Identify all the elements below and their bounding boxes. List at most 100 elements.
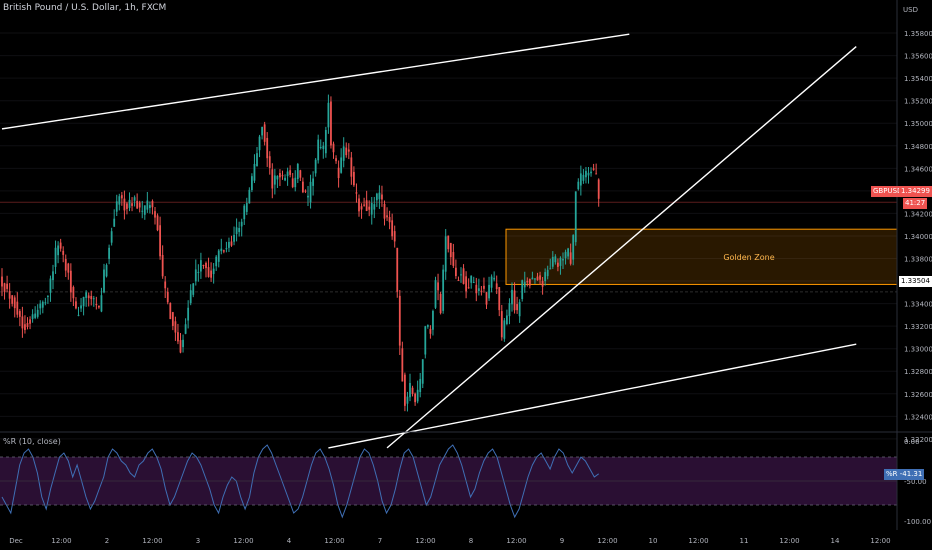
- candle: [31, 309, 34, 323]
- indicator-title[interactable]: %R (10, close): [3, 437, 61, 446]
- price-tick-label: 1.34600: [904, 165, 932, 173]
- price-tick-label: 1.32200: [904, 436, 932, 444]
- time-tick-label: Dec: [9, 537, 23, 545]
- candle: [396, 247, 399, 298]
- time-tick-label: 10: [649, 537, 658, 545]
- candle: [75, 297, 77, 310]
- candle: [539, 271, 541, 285]
- trend-lines[interactable]: [1, 33, 857, 449]
- candle: [322, 141, 325, 159]
- time-tick-label: 7: [378, 537, 382, 545]
- candle: [146, 191, 149, 213]
- price-tick-label: 1.35000: [904, 120, 932, 128]
- candle: [179, 333, 182, 354]
- candle: [378, 185, 381, 209]
- candle: [465, 271, 467, 299]
- candle: [528, 278, 531, 289]
- candle: [381, 185, 383, 207]
- candle: [49, 275, 52, 302]
- trend-line[interactable]: [1, 33, 630, 130]
- last-price-value: 1.34299: [901, 187, 930, 195]
- candle: [268, 151, 271, 175]
- candle: [77, 306, 80, 317]
- candle: [100, 287, 103, 313]
- candle: [411, 385, 414, 397]
- candle: [401, 341, 404, 382]
- candle: [506, 309, 508, 326]
- candle: [503, 317, 506, 342]
- candle: [271, 163, 274, 199]
- price-axis[interactable]: 1.35800 1.35600 1.35400 1.35200 1.35000 1.348…: [904, 30, 932, 444]
- candle: [85, 290, 88, 307]
- time-tick-label: 12:00: [142, 537, 162, 545]
- candle: [126, 201, 128, 215]
- candle: [98, 305, 100, 309]
- candle: [72, 285, 75, 307]
- candle: [567, 247, 569, 260]
- candle: [189, 284, 192, 306]
- candle: [579, 165, 582, 196]
- price-tick-label: 1.35600: [904, 53, 932, 61]
- candle: [149, 201, 151, 214]
- candle: [309, 174, 312, 209]
- candle: [307, 186, 309, 206]
- price-tick-label: 1.32400: [904, 413, 932, 421]
- candle: [493, 271, 496, 282]
- price-tick-label: 1.35800: [904, 30, 932, 38]
- candle: [138, 200, 141, 213]
- candle: [393, 225, 396, 248]
- candle: [215, 255, 218, 271]
- candle: [41, 300, 44, 314]
- candle: [171, 311, 174, 331]
- candle: [222, 249, 225, 254]
- candle: [467, 278, 470, 289]
- williams-r-line: [1, 444, 599, 519]
- candle: [485, 292, 488, 309]
- candle: [317, 134, 320, 164]
- candle: [564, 249, 567, 265]
- candle: [110, 227, 113, 246]
- candle: [544, 268, 547, 286]
- candle: [34, 306, 37, 320]
- candle: [131, 197, 133, 212]
- candle: [569, 243, 572, 266]
- trend-line[interactable]: [386, 46, 857, 449]
- candle: [360, 203, 363, 219]
- time-tick-label: 12:00: [597, 537, 617, 545]
- candle: [312, 171, 314, 196]
- indicator-value-tag: %R -41.31: [884, 469, 925, 480]
- time-tick-label: 9: [560, 537, 564, 545]
- candles: [1, 94, 600, 412]
- symbol-title[interactable]: British Pound / U.S. Dollar, 1h, FXCM: [3, 3, 167, 13]
- candle: [248, 187, 251, 204]
- candle: [90, 290, 93, 306]
- candle: [69, 263, 72, 302]
- candle: [291, 173, 294, 189]
- indicator-tag-label: %R: [886, 470, 898, 478]
- symbol-tag-name: GBPUSD: [873, 187, 903, 195]
- candle: [302, 177, 304, 194]
- candle: [426, 324, 429, 329]
- candle: [574, 191, 577, 246]
- candle: [156, 213, 159, 232]
- price-tick-label: 1.34200: [904, 210, 932, 218]
- candle: [217, 249, 220, 268]
- candle: [557, 258, 559, 272]
- candle: [483, 277, 485, 293]
- candle: [225, 241, 228, 253]
- time-axis[interactable]: Dec 12:00 2 12:00 3 12:00 4 12:00 7 12:00 8 12:00 9 1…: [9, 537, 890, 545]
- indicator-axis: 0.00 -50.00 -100.00: [0, 438, 931, 526]
- price-tick-label: 1.35200: [904, 98, 932, 106]
- candle: [281, 170, 284, 180]
- candle: [57, 241, 59, 264]
- candle: [187, 300, 190, 329]
- candle: [480, 285, 483, 296]
- candle: [536, 272, 539, 281]
- trend-line[interactable]: [328, 343, 857, 449]
- candle: [508, 298, 511, 325]
- candle: [470, 275, 473, 289]
- candle: [437, 273, 439, 301]
- candle: [559, 256, 562, 275]
- candle: [123, 190, 126, 220]
